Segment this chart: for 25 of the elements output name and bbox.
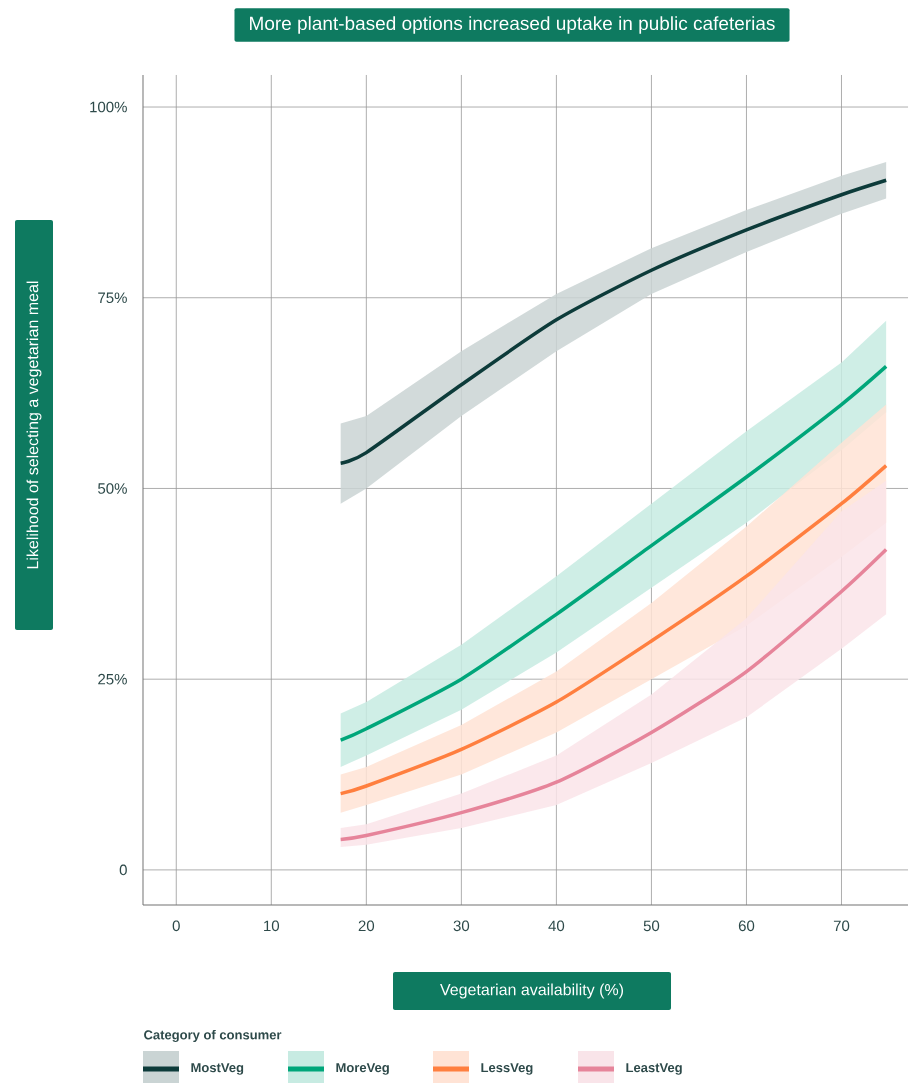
legend-label: MoreVeg [336, 1063, 389, 1075]
y-tick-label: 100% [90, 101, 127, 113]
line-series [338, 364, 888, 742]
x-tick-label: 60 [738, 920, 755, 932]
chart-title: More plant-based options increased uptake in public cafeterias [250, 16, 775, 34]
x-tick-label: 40 [548, 920, 565, 932]
x-tick-label: 0 [172, 920, 180, 932]
line-series [338, 463, 888, 796]
x-tick-label: 10 [264, 920, 280, 932]
line-series [338, 547, 888, 842]
x-tick-label: 50 [643, 920, 660, 932]
y-tick-label: 75% [98, 292, 127, 304]
x-tick-label: 70 [833, 920, 850, 932]
x-tick-label: 20 [358, 920, 375, 932]
x-axis-title: Vegetarian availability (%) [440, 983, 624, 999]
y-axis-title: Likelihood of selecting a vegetarian meal [26, 281, 42, 569]
x-tick-label: 30 [453, 920, 470, 932]
legend-label: LeastVeg [626, 1063, 682, 1075]
line-series [338, 178, 888, 466]
legend-title: Category of consumer [144, 1029, 282, 1043]
legend-label: MostVeg [191, 1063, 244, 1075]
y-tick-label: 25% [98, 673, 127, 685]
y-tick-label: 50% [98, 483, 127, 494]
y-tick-label: 0 [119, 864, 127, 876]
legend-label: LessVeg [481, 1063, 533, 1075]
